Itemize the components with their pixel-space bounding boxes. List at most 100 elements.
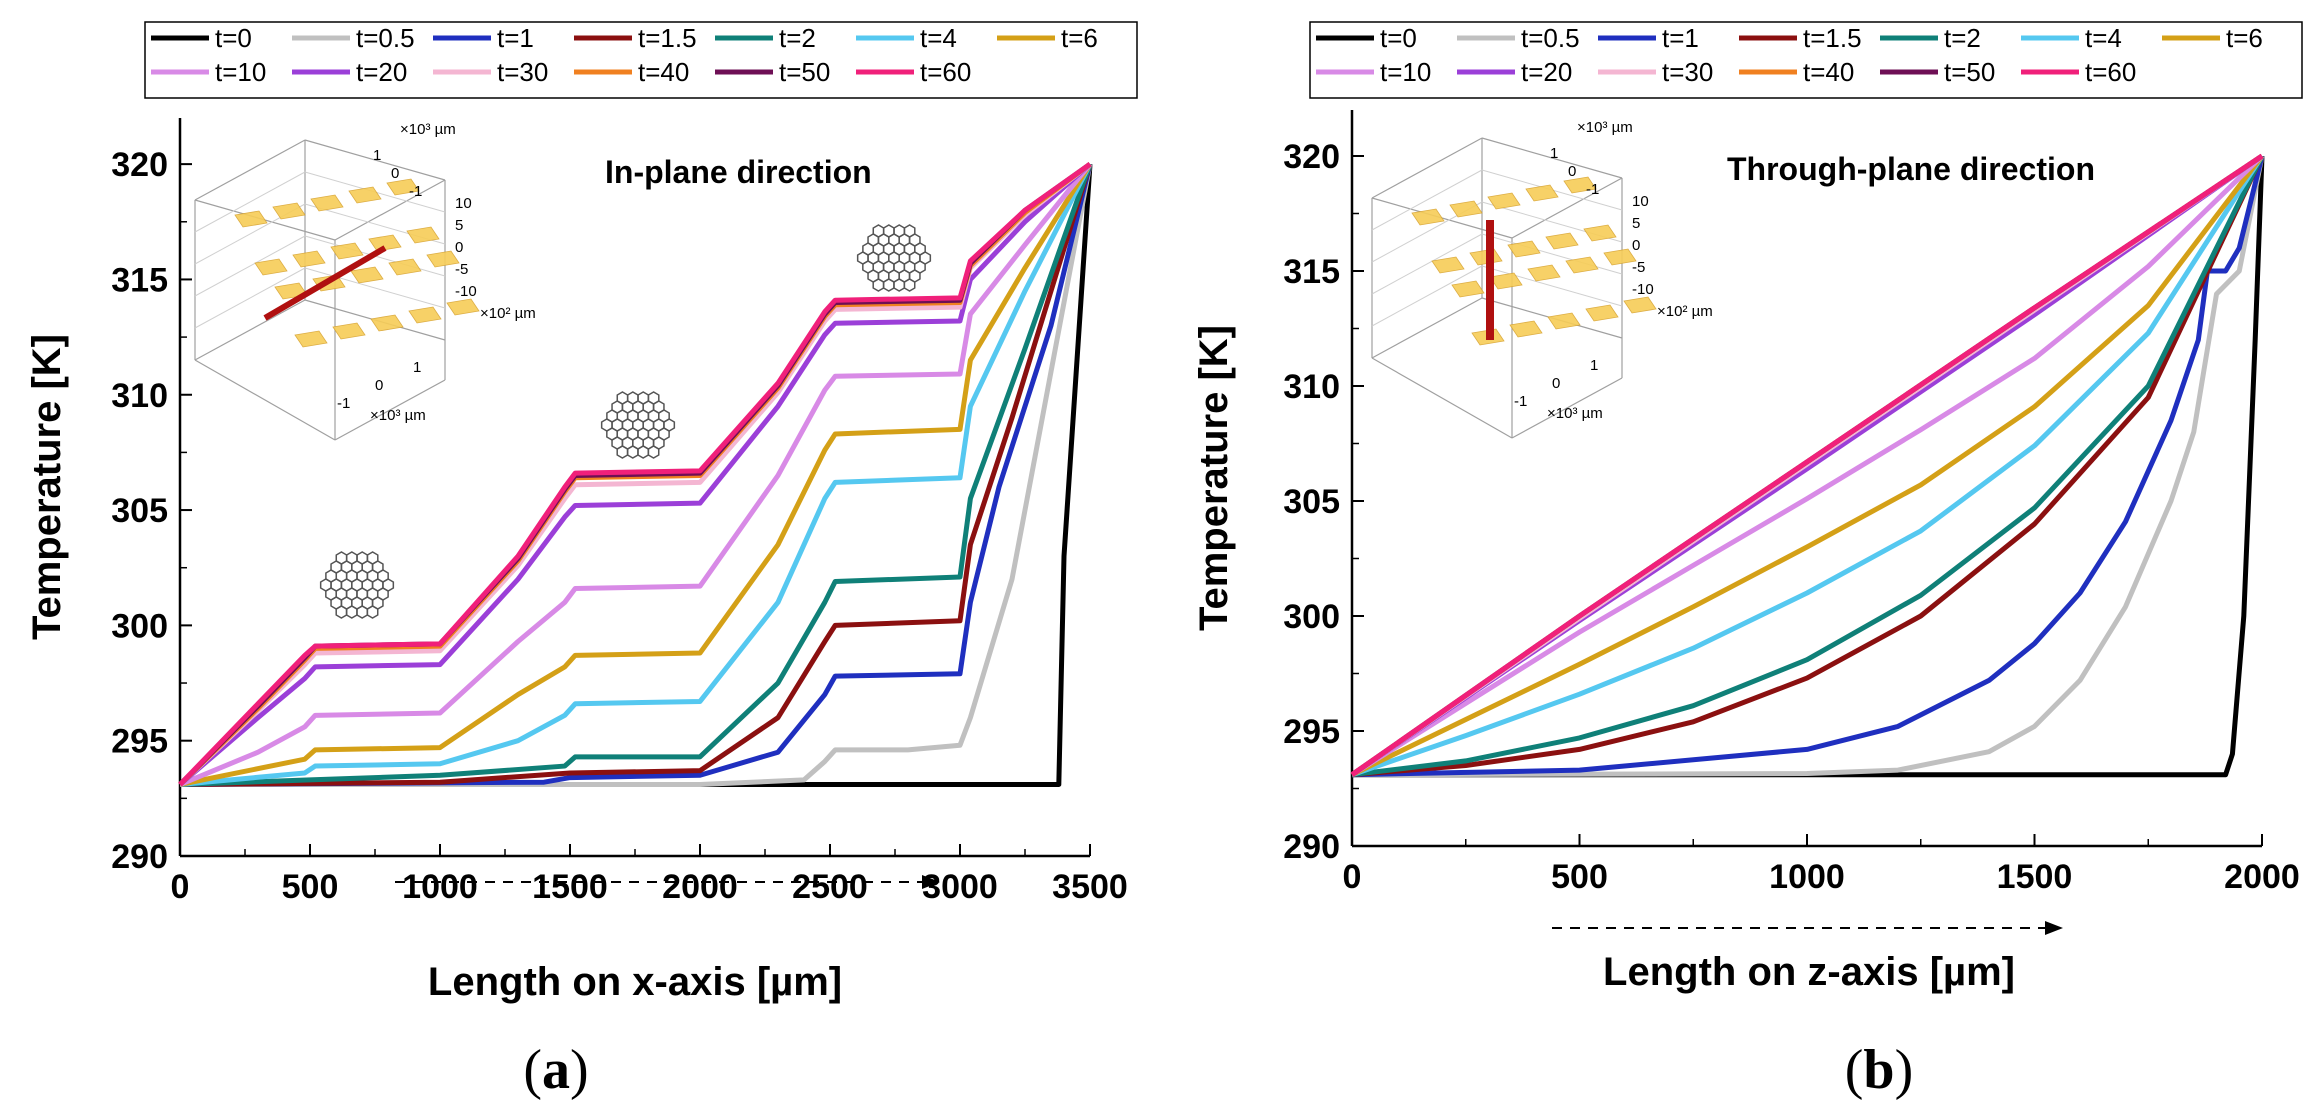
inset-frame-line	[1481, 137, 1623, 179]
y-tick-label: 290	[1283, 828, 1340, 866]
inset-tick-top: 0	[1568, 163, 1576, 180]
legend-label: t=0	[215, 23, 252, 53]
x-tick-label: 1500	[532, 868, 608, 906]
inset-tick-z: 10	[455, 195, 472, 212]
inset-tile	[1623, 296, 1657, 314]
chart-panel-b: t=0 t=0.5 t=1 t=1.5 t=2 t=4 t=6 t=10 t=20 t=30 t=4…	[1157, 0, 2313, 1108]
inset-label-top: ×10³ µm	[1577, 119, 1633, 136]
inset-grid-line	[1371, 169, 1483, 231]
y-tick-label: 315	[111, 261, 168, 299]
inset-tile	[1583, 224, 1617, 242]
y-tick-label: 290	[111, 838, 168, 876]
inset-tile	[1487, 192, 1521, 210]
inset-tick-z: -10	[455, 283, 477, 300]
inset-tile	[1527, 264, 1561, 282]
inset-frame-line	[1371, 137, 1483, 199]
inset-tile	[1545, 232, 1579, 250]
x-tick-label: 3500	[1052, 868, 1128, 906]
inset-red-line	[263, 245, 387, 321]
inset-tile	[348, 186, 382, 204]
graphene-icon	[856, 224, 932, 292]
inset-tick-bottom: -1	[1514, 393, 1527, 410]
x-tick-label: 500	[1551, 858, 1608, 896]
legend-label: t=40	[1803, 57, 1854, 87]
x-axis-label: Length on x-axis [µm]	[428, 960, 842, 1004]
graphene-cell	[371, 596, 384, 610]
inset-tile	[1525, 184, 1559, 202]
inset-grid-line	[194, 235, 306, 297]
series-line	[1351, 155, 2265, 778]
x-tick-label: 2000	[662, 868, 738, 906]
series-line	[1351, 154, 2265, 778]
inset-tick-z: 10	[1632, 193, 1649, 210]
y-tick-label: 310	[111, 377, 168, 415]
inset-tile	[386, 178, 420, 196]
inset-tile	[1563, 176, 1597, 194]
legend-label: t=4	[920, 23, 957, 53]
inset-label-z: ×10² µm	[480, 305, 536, 322]
y-tick-label: 320	[111, 146, 168, 184]
inset-frame-line	[1511, 377, 1623, 439]
legend-label: t=6	[2226, 23, 2263, 53]
x-tick-label: 1000	[1769, 858, 1845, 896]
legend-label: t=2	[779, 23, 816, 53]
series-line	[1350, 153, 2264, 777]
legend-label: t=30	[1662, 57, 1713, 87]
legend-label: t=0	[1380, 23, 1417, 53]
inset-grid-line	[194, 171, 306, 233]
series-line	[180, 163, 1093, 788]
inset-tile	[1449, 200, 1483, 218]
inset-grid-line	[1371, 265, 1483, 327]
legend-label: t=40	[638, 57, 689, 87]
inset-grid-line	[1481, 265, 1623, 307]
inset-label-top: ×10³ µm	[400, 121, 456, 138]
x-tick-label: 1000	[402, 868, 478, 906]
inset-tick-top: 0	[391, 165, 399, 182]
inset-tile	[332, 322, 366, 340]
inset-tick-z: -10	[1632, 281, 1654, 298]
inset-tick-bottom: 1	[1590, 357, 1598, 374]
inset-tick-top: -1	[1586, 181, 1599, 198]
x-tick-label: 500	[282, 868, 339, 906]
legend-label: t=60	[2085, 57, 2136, 87]
inset-tick-bottom: 0	[375, 377, 383, 394]
legend-label: t=50	[779, 57, 830, 87]
inset-frame-line	[1371, 357, 1513, 439]
chart-a: t=0 t=0.5 t=1 t=1.5 t=2 t=4 t=6 t=10 t=20 t=30 t=4…	[25, 21, 1138, 1004]
inset-tile	[310, 194, 344, 212]
y-tick-label: 295	[1283, 713, 1340, 751]
x-axis-label: Length on z-axis [µm]	[1603, 950, 2015, 994]
y-axis-label: Temperature [K]	[25, 334, 69, 640]
inset-tile	[1565, 256, 1599, 274]
inset-tile	[330, 242, 364, 260]
inset-tick-top: -1	[409, 183, 422, 200]
inset-frame-line	[194, 299, 306, 361]
x-tick-label: 0	[1343, 858, 1362, 896]
legend: t=0 t=0.5 t=1 t=1.5 t=2 t=4 t=6 t=10 t=20 t=30 t=4…	[144, 21, 1138, 99]
inset-tile	[368, 234, 402, 252]
legend-label: t=1.5	[638, 23, 697, 53]
plot-title: In-plane direction	[605, 154, 872, 190]
legend-label: t=1	[497, 23, 534, 53]
legend-label: t=20	[1521, 57, 1572, 87]
series-line	[179, 163, 1093, 788]
inset-tick-z: 0	[1632, 237, 1640, 254]
series-line	[1351, 154, 2265, 778]
series-line	[1351, 154, 2265, 778]
axis-arrow-head	[922, 875, 940, 889]
legend-label: t=20	[356, 57, 407, 87]
inset-tile	[1509, 320, 1543, 338]
legend-label: t=50	[1944, 57, 1995, 87]
inset-tick-top: 1	[1550, 145, 1558, 162]
legend-label: t=1	[1662, 23, 1699, 53]
inset-tile	[234, 210, 268, 228]
inset-tick-z: 5	[455, 217, 463, 234]
series-line	[178, 162, 1092, 787]
y-tick-label: 305	[1283, 483, 1340, 521]
x-tick-label: 3000	[922, 868, 998, 906]
inset-grid-line	[1371, 233, 1483, 295]
legend: t=0 t=0.5 t=1 t=1.5 t=2 t=4 t=6 t=10 t=20 t=30 t=4…	[1309, 21, 2303, 99]
caption-a: (a)	[523, 1039, 589, 1101]
graphene-cell	[919, 251, 932, 265]
